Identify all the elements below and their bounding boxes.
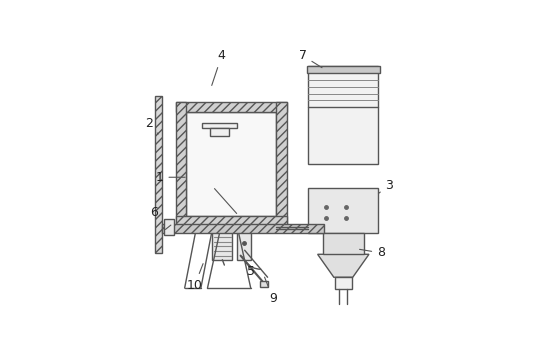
Bar xyxy=(176,101,287,112)
Bar xyxy=(155,96,162,253)
Text: 7: 7 xyxy=(299,49,322,68)
Bar xyxy=(186,112,277,216)
Bar xyxy=(212,231,232,260)
Text: 10: 10 xyxy=(187,264,203,292)
Bar xyxy=(307,66,380,73)
Bar xyxy=(176,101,186,226)
Text: 8: 8 xyxy=(359,246,385,259)
Bar xyxy=(335,277,352,290)
Text: 9: 9 xyxy=(265,277,277,305)
Text: 5: 5 xyxy=(242,257,256,278)
Bar xyxy=(323,233,364,254)
Text: 6: 6 xyxy=(150,206,163,225)
Bar xyxy=(308,188,378,233)
Bar xyxy=(259,281,267,287)
Text: 1: 1 xyxy=(155,171,185,184)
Bar xyxy=(237,231,251,260)
Bar xyxy=(162,224,324,233)
Bar xyxy=(202,122,237,128)
Bar xyxy=(164,219,174,236)
Text: 3: 3 xyxy=(378,179,393,193)
Bar xyxy=(308,66,378,164)
Bar xyxy=(176,216,287,226)
Text: 2: 2 xyxy=(145,117,158,134)
Bar xyxy=(277,101,287,226)
Bar xyxy=(210,128,229,136)
Polygon shape xyxy=(317,254,369,277)
Text: 4: 4 xyxy=(212,49,225,85)
